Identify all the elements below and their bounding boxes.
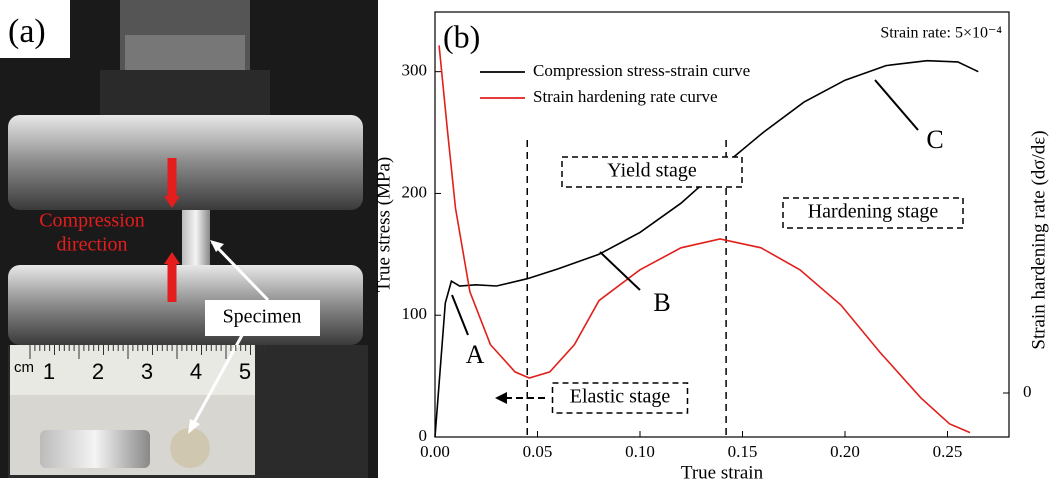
legend-label: Strain hardening rate curve <box>533 87 718 106</box>
stage-label: Hardening stage <box>808 201 939 223</box>
y-tick-label: 0 <box>419 426 428 445</box>
stage-box <box>782 197 964 229</box>
stage-box <box>561 156 743 188</box>
x-tick-label: 0.05 <box>523 442 553 461</box>
specimen-label: Specimen <box>223 306 302 328</box>
arrow-label: direction <box>56 234 127 256</box>
series-line <box>434 59 979 438</box>
y-axis-title: True stress (MPa) <box>373 157 394 292</box>
plot-frame <box>434 11 1010 438</box>
pointer <box>451 294 469 336</box>
ruler-number: 5 <box>239 359 251 384</box>
ruler: cm 1 2 3 4 5 <box>14 345 266 384</box>
legend-label: Compression stress-strain curve <box>533 61 750 80</box>
x-tick-label: 0.15 <box>728 442 758 461</box>
stage-label: Yield stage <box>607 160 697 182</box>
x-axis-title: True strain <box>681 462 764 483</box>
panel-label: (a) <box>8 13 46 50</box>
photo <box>0 0 378 478</box>
chart: 0.00 0.05 0.10 0.15 0.20 0.25 0 100 200 300 0 True … <box>373 11 1049 483</box>
elastic-arrowhead <box>495 392 507 404</box>
x-tick-label: 0.10 <box>625 442 655 461</box>
ruler-number: 4 <box>190 359 202 384</box>
panel-label: (b) <box>443 18 480 54</box>
y-tick-label: 200 <box>402 182 428 201</box>
stage-label: Elastic stage <box>570 386 671 408</box>
series-line <box>438 45 971 434</box>
ruler-unit: cm <box>14 359 34 376</box>
ruler-number: 2 <box>92 359 104 384</box>
x-tick-label: 0.25 <box>933 442 963 461</box>
x-tick-label: 0.00 <box>420 442 450 461</box>
y-tick-label: 100 <box>402 304 428 323</box>
stage-box <box>551 382 689 414</box>
annotation: Strain rate: 5×10⁻⁴ <box>880 25 1002 42</box>
ruler-number: 3 <box>141 359 153 384</box>
point-label: A <box>466 340 485 369</box>
y-tick-label: 300 <box>402 61 428 80</box>
ruler-number: 1 <box>43 359 55 384</box>
point-label: C <box>926 125 943 154</box>
arrow-label: Compression <box>39 210 145 232</box>
y2-axis-title: Strain hardening rate (dσ/dε) <box>1028 130 1049 349</box>
pointer <box>874 79 919 131</box>
y2-tick-label: 0 <box>1023 382 1032 401</box>
x-tick-label: 0.20 <box>830 442 860 461</box>
point-label: B <box>653 288 670 317</box>
pointer <box>599 251 641 291</box>
